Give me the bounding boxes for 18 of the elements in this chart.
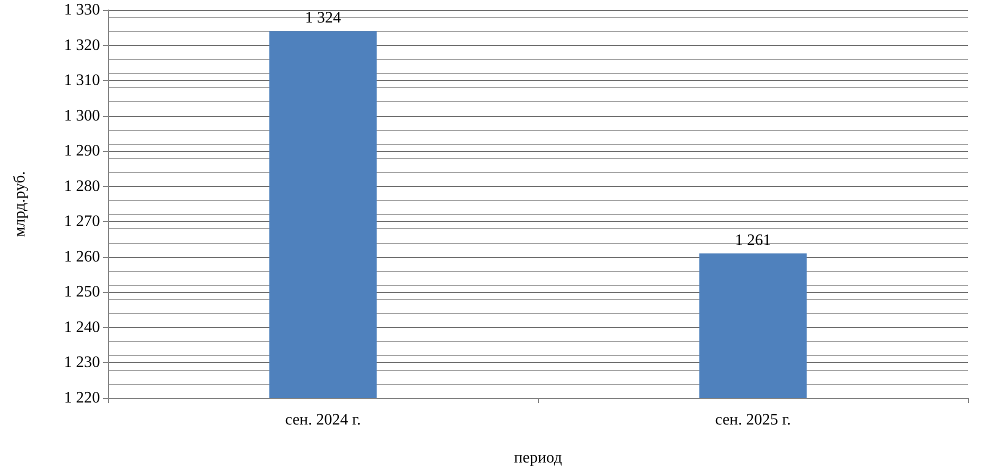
x-tick-label: сен. 2024 г. (285, 412, 361, 428)
y-tick-label: 1 230 (64, 354, 100, 372)
y-tick-label: 1 300 (64, 107, 100, 124)
y-tick-label: 1 240 (64, 318, 100, 336)
x-axis-title: период (514, 450, 562, 466)
data-label: 1 324 (305, 10, 341, 27)
y-tick-label: 1 280 (64, 178, 100, 195)
y-tick-label: 1 310 (64, 72, 100, 90)
y-tick-label: 1 290 (64, 142, 100, 160)
y-tick-label: 1 220 (64, 390, 100, 406)
y-axis-title: млрд.руб. (12, 171, 28, 237)
data-label: 1 261 (735, 232, 771, 249)
y-tick-label: 1 260 (64, 248, 100, 266)
y-tick-label: 1 250 (64, 284, 100, 301)
y-tick-label: 1 320 (64, 36, 100, 54)
y-tick-label: 1 330 (64, 2, 100, 18)
x-tick-label: сен. 2025 г. (715, 412, 791, 428)
y-tick-label: 1 270 (64, 213, 100, 230)
